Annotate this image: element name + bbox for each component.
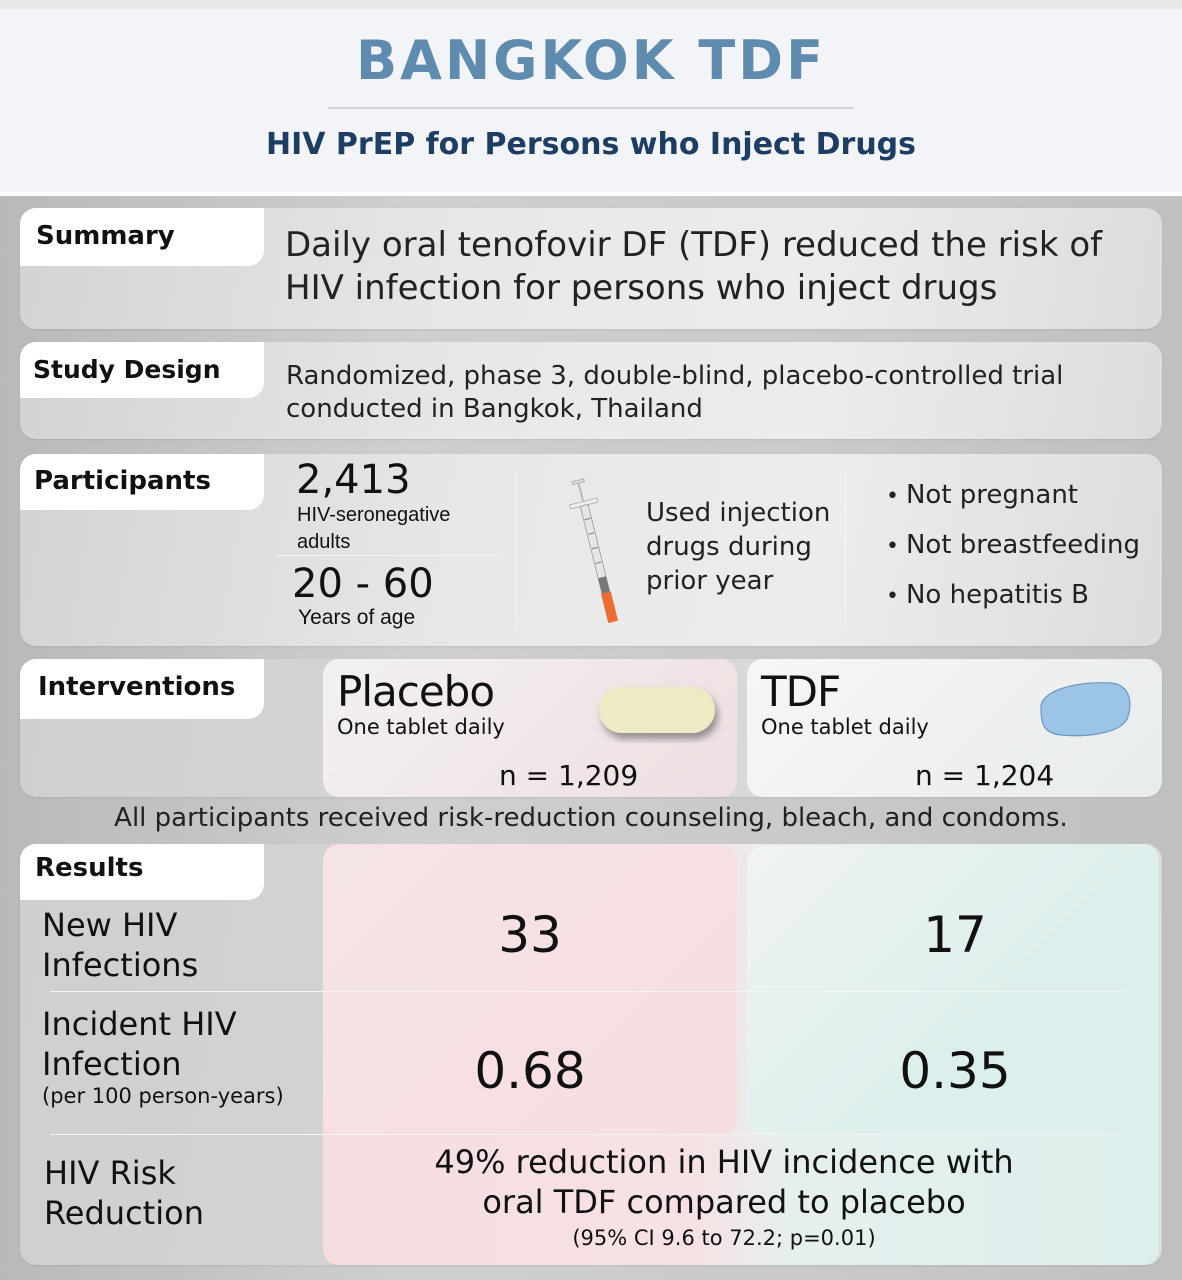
new-infections-label: New HIV Infections	[42, 905, 198, 985]
page-title: BANGKOK TDF	[356, 29, 826, 92]
interventions-panel: Interventions Placebo One tablet daily n…	[20, 659, 1162, 797]
risk-reduction-label: HIV Risk Reduction	[44, 1153, 204, 1233]
placebo-pill-icon	[599, 687, 715, 733]
risk-reduction-label-2: Reduction	[44, 1194, 204, 1232]
study-design-text: Randomized, phase 3, double-blind, place…	[286, 360, 1063, 426]
placebo-arm-card: Placebo One tablet daily n = 1,209	[323, 659, 737, 797]
participant-count-desc-2: adults	[297, 531, 351, 553]
incidence-label-1: Incident HIV	[42, 1005, 237, 1043]
syringe-icon	[569, 478, 619, 624]
top-strip	[0, 0, 1182, 9]
tdf-new-infections: 17	[923, 906, 987, 964]
results-placebo-column	[323, 846, 737, 1134]
incidence-label-note: (per 100 person-years)	[42, 1084, 284, 1108]
study-design-line-2: conducted in Bangkok, Thailand	[286, 394, 703, 424]
participants-tab: Participants	[20, 454, 264, 510]
participants-divider	[276, 555, 500, 556]
tdf-pill-icon	[1040, 682, 1131, 737]
age-range: 20 - 60	[292, 561, 434, 607]
age-desc: Years of age	[298, 606, 416, 629]
study-design-tab: Study Design	[20, 342, 264, 398]
interventions-tab: Interventions	[20, 659, 264, 719]
summary-panel: Summary Daily oral tenofovir DF (TDF) re…	[20, 208, 1162, 329]
summary-line-1: Daily oral tenofovir DF (TDF) reduced th…	[285, 225, 1103, 265]
placebo-arm-n: n = 1,209	[499, 759, 639, 792]
summary-label: Summary	[36, 221, 175, 251]
summary-line-2: HIV infection for persons who inject dru…	[285, 268, 998, 308]
results-tab: Results	[20, 844, 264, 900]
injection-line-2: drugs during	[646, 532, 812, 562]
risk-reduction-result: 49% reduction in HIV incidence with oral…	[324, 1142, 1124, 1250]
summary-tab: Summary	[20, 208, 264, 266]
injection-line-1: Used injection	[646, 498, 831, 528]
incidence-label: Incident HIV Infection (per 100 person-y…	[42, 1004, 284, 1108]
header-divider	[328, 107, 854, 109]
new-infections-label-1: New HIV	[42, 906, 178, 944]
risk-reduction-ci: (95% CI 9.6 to 72.2; p=0.01)	[572, 1226, 876, 1250]
injection-line-3: prior year	[646, 566, 774, 596]
participants-label: Participants	[34, 466, 211, 496]
results-panel: Results New HIV Infections 33 17 Inciden…	[20, 844, 1162, 1265]
participants-panel: Participants 2,413 HIV-seronegative adul…	[20, 454, 1162, 646]
header-gap	[0, 192, 1182, 196]
study-design-panel: Study Design Randomized, phase 3, double…	[20, 342, 1162, 439]
participants-vdivider-2	[845, 472, 846, 630]
results-divider-2	[50, 1134, 1125, 1135]
page-subtitle: HIV PrEP for Persons who Inject Drugs	[265, 127, 917, 162]
study-design-line-1: Randomized, phase 3, double-blind, place…	[286, 361, 1064, 391]
placebo-arm-name: Placebo	[337, 667, 495, 716]
results-tdf-column	[747, 846, 1159, 1134]
placebo-new-infections: 33	[498, 906, 562, 964]
placebo-incidence: 0.68	[474, 1042, 586, 1100]
summary-text: Daily oral tenofovir DF (TDF) reduced th…	[285, 224, 1102, 310]
tdf-arm-dose: One tablet daily	[761, 715, 929, 739]
tdf-arm-n: n = 1,204	[915, 759, 1055, 792]
exclusion-item: Not pregnant	[886, 480, 1140, 530]
exclusion-item: Not breastfeeding	[886, 530, 1140, 580]
participants-vdivider-1	[516, 472, 517, 630]
risk-reduction-label-1: HIV Risk	[44, 1154, 176, 1192]
header: BANGKOK TDF HIV PrEP for Persons who Inj…	[0, 9, 1182, 192]
risk-reduction-line-1: 49% reduction in HIV incidence with	[434, 1143, 1014, 1181]
exclusion-item: No hepatitis B	[886, 580, 1140, 630]
new-infections-label-2: Infections	[42, 946, 199, 984]
participant-count: 2,413	[296, 457, 411, 503]
risk-reduction-line-2: oral TDF compared to placebo	[482, 1183, 966, 1221]
study-design-label: Study Design	[33, 355, 221, 384]
exclusion-list: Not pregnant Not breastfeeding No hepati…	[886, 480, 1140, 630]
injection-criteria: Used injection drugs during prior year	[646, 496, 830, 598]
intervention-footnote: All participants received risk-reduction…	[114, 803, 1068, 833]
results-divider-1	[50, 991, 1125, 992]
interventions-label: Interventions	[38, 672, 236, 702]
tdf-arm-card: TDF One tablet daily n = 1,204	[747, 659, 1162, 797]
tdf-incidence: 0.35	[899, 1042, 1011, 1100]
tdf-arm-name: TDF	[761, 667, 841, 716]
participant-count-desc-1: HIV-seronegative	[297, 504, 451, 526]
results-label: Results	[35, 853, 144, 883]
placebo-arm-dose: One tablet daily	[337, 715, 505, 739]
incidence-label-2: Infection	[42, 1045, 182, 1083]
